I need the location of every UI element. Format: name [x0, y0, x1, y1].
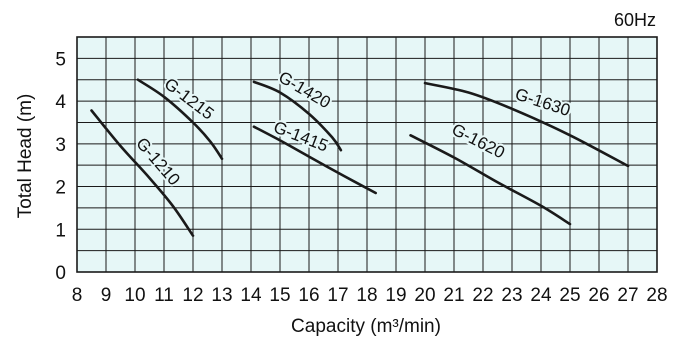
x-tick-label: 27 — [617, 285, 638, 306]
x-tick-label: 16 — [298, 285, 319, 306]
x-tick-label: 23 — [501, 285, 522, 306]
grid-lines — [77, 37, 657, 272]
x-tick-label: 13 — [211, 285, 232, 306]
y-tick-label: 2 — [55, 178, 66, 199]
x-tick-label: 14 — [240, 285, 262, 306]
y-tick-label: 4 — [55, 92, 66, 113]
curve-g-1210 — [90, 109, 195, 237]
x-tick-label: 10 — [124, 285, 145, 306]
x-tick-label: 18 — [356, 285, 377, 306]
x-tick-label: 26 — [588, 285, 609, 306]
curve-g-1630 — [423, 81, 630, 168]
x-tick-label: 20 — [414, 285, 435, 306]
x-tick-label: 21 — [443, 285, 464, 306]
plot-border — [76, 36, 658, 273]
x-axis-title: Capacity (m³/min) — [291, 316, 441, 337]
y-axis-title: Total Head (m) — [15, 94, 36, 219]
performance-curves — [90, 78, 630, 237]
x-tick-label: 9 — [101, 285, 112, 306]
y-tick-label: 5 — [55, 49, 66, 70]
x-tick-label: 8 — [72, 285, 83, 306]
x-tick-label: 12 — [182, 285, 203, 306]
curve-g-1215 — [136, 78, 224, 161]
curve-g-1415 — [252, 125, 377, 195]
curve-g-1620 — [409, 134, 572, 226]
y-axis-ticks: 0 1 2 3 4 5 — [55, 49, 66, 284]
x-tick-label: 15 — [269, 285, 290, 306]
x-tick-label: 25 — [559, 285, 580, 306]
y-tick-label: 3 — [55, 135, 66, 156]
frequency-label: 60Hz — [614, 10, 656, 30]
x-tick-label: 24 — [530, 285, 552, 306]
x-axis-ticks: 8 9 10 11 12 13 14 15 16 17 18 19 20 21 22 23 24 25 26 27 28 — [72, 285, 668, 306]
y-tick-label: 0 — [55, 263, 66, 284]
x-tick-label: 28 — [646, 285, 667, 306]
y-tick-label: 1 — [55, 220, 66, 241]
x-tick-label: 11 — [154, 285, 174, 306]
x-tick-label: 19 — [385, 285, 406, 306]
x-tick-label: 17 — [327, 285, 348, 306]
x-tick-label: 22 — [472, 285, 493, 306]
curve-g-1420 — [252, 80, 343, 152]
